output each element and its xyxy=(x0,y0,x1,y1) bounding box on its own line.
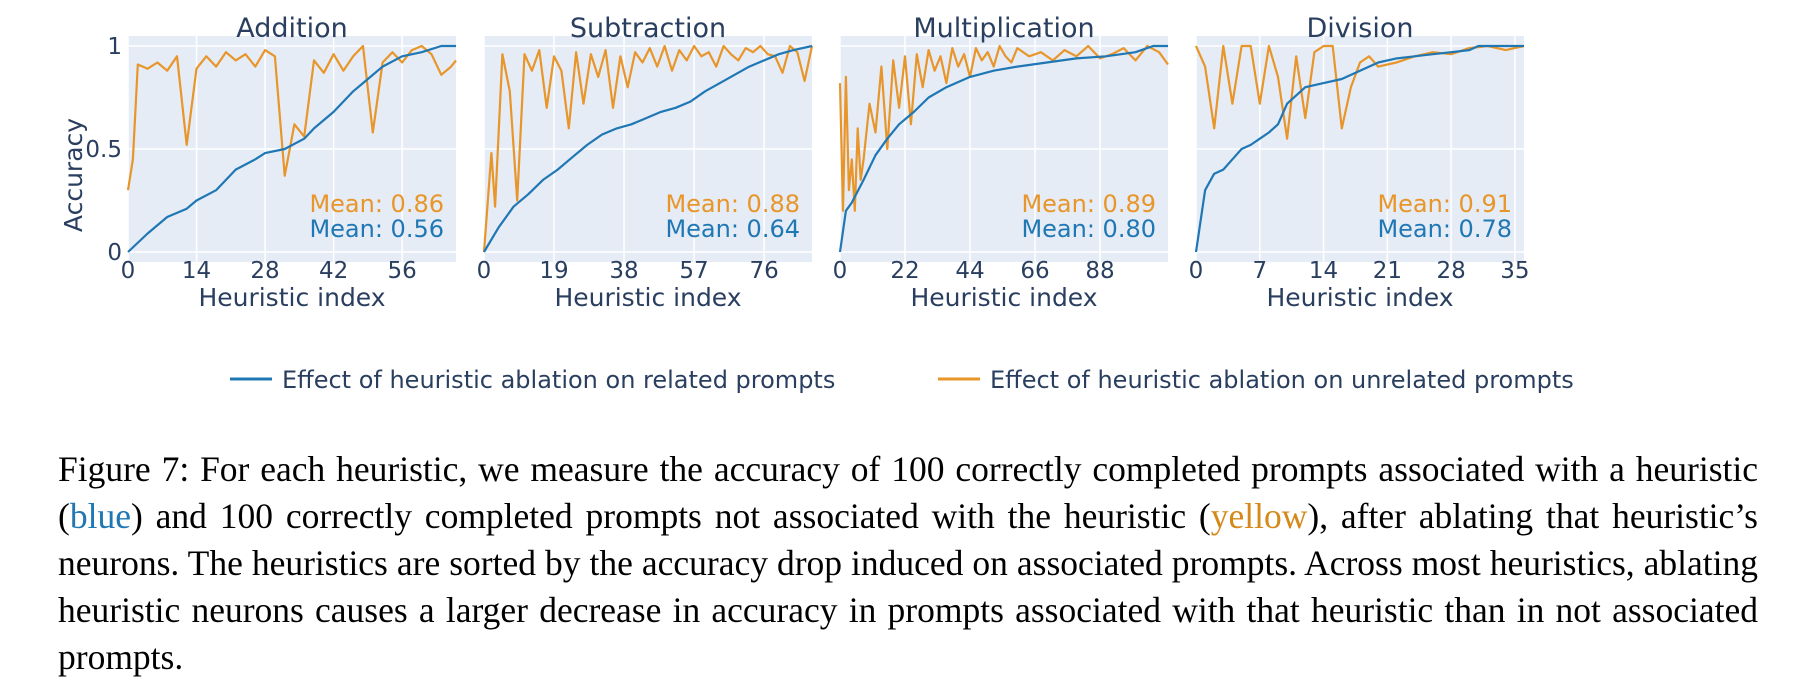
caption-blue-word: blue xyxy=(69,496,131,536)
x-tick-label: 0 xyxy=(477,258,492,284)
y-tick-label: 0.5 xyxy=(85,137,122,163)
caption-text-1: For each heuristic, we measure the accur… xyxy=(58,449,1758,536)
y-axis-title: Accuracy xyxy=(59,118,88,232)
series-line-unrelated xyxy=(838,44,1169,212)
figure-caption: Figure 7: For each heuristic, we measure… xyxy=(58,446,1758,681)
x-tick-label: 0 xyxy=(833,258,848,284)
y-tick-label: 0 xyxy=(107,240,122,266)
mean-related-label: Mean: 0.64 xyxy=(665,215,800,243)
y-tick-label: 1 xyxy=(107,34,122,60)
caption-text-2: ) and 100 correctly completed prompts no… xyxy=(130,496,1211,536)
x-tick-label: 0 xyxy=(121,258,136,284)
x-tick-label: 57 xyxy=(679,258,708,284)
x-tick-label: 88 xyxy=(1085,258,1114,284)
mean-related-label: Mean: 0.78 xyxy=(1377,215,1512,243)
x-tick-label: 19 xyxy=(539,258,568,284)
x-axis-title: Heuristic index xyxy=(198,283,385,312)
series-line-related xyxy=(127,44,456,253)
caption-text-3: ), after ablating that heuristic’s neuro… xyxy=(58,496,1758,677)
mean-unrelated-label: Mean: 0.91 xyxy=(1377,190,1512,218)
x-tick-label: 21 xyxy=(1373,258,1402,284)
caption-label: Figure 7: xyxy=(58,449,190,489)
mean-unrelated-label: Mean: 0.89 xyxy=(1021,190,1156,218)
panel-title: Addition xyxy=(236,13,348,44)
x-tick-label: 28 xyxy=(1436,258,1465,284)
legend-label-related: Effect of heuristic ablation on related … xyxy=(282,366,835,394)
x-axis-title: Heuristic index xyxy=(1266,283,1453,312)
legend-label-unrelated: Effect of heuristic ablation on unrelate… xyxy=(990,366,1574,394)
x-tick-label: 0 xyxy=(1189,258,1204,284)
x-tick-label: 22 xyxy=(890,258,919,284)
series-line-unrelated xyxy=(482,44,814,253)
x-tick-label: 42 xyxy=(319,258,348,284)
x-tick-label: 56 xyxy=(388,258,417,284)
mean-unrelated-label: Mean: 0.86 xyxy=(309,190,444,218)
series-line-unrelated xyxy=(126,44,457,191)
series-line-related xyxy=(1194,44,1524,253)
legend: Effect of heuristic ablation on related … xyxy=(230,366,1574,394)
x-tick-label: 28 xyxy=(250,258,279,284)
x-tick-label: 44 xyxy=(955,258,984,284)
mean-unrelated-label: Mean: 0.88 xyxy=(665,190,800,218)
panel-title: Subtraction xyxy=(570,13,726,44)
x-tick-label: 14 xyxy=(1309,258,1338,284)
panel-title: Multiplication xyxy=(913,13,1094,44)
x-tick-label: 38 xyxy=(609,258,638,284)
x-tick-label: 35 xyxy=(1500,258,1529,284)
panel-title: Division xyxy=(1307,13,1414,44)
x-tick-label: 14 xyxy=(182,258,211,284)
x-axis-title: Heuristic index xyxy=(910,283,1097,312)
x-tick-label: 66 xyxy=(1020,258,1049,284)
x-axis-title: Heuristic index xyxy=(554,283,741,312)
x-tick-label: 76 xyxy=(749,258,778,284)
caption-yellow-word: yellow xyxy=(1210,496,1308,536)
series-line-related xyxy=(483,44,813,253)
mean-related-label: Mean: 0.56 xyxy=(309,215,444,243)
mean-related-label: Mean: 0.80 xyxy=(1021,215,1156,243)
series-line-related xyxy=(838,44,1168,253)
x-tick-label: 7 xyxy=(1252,258,1267,284)
